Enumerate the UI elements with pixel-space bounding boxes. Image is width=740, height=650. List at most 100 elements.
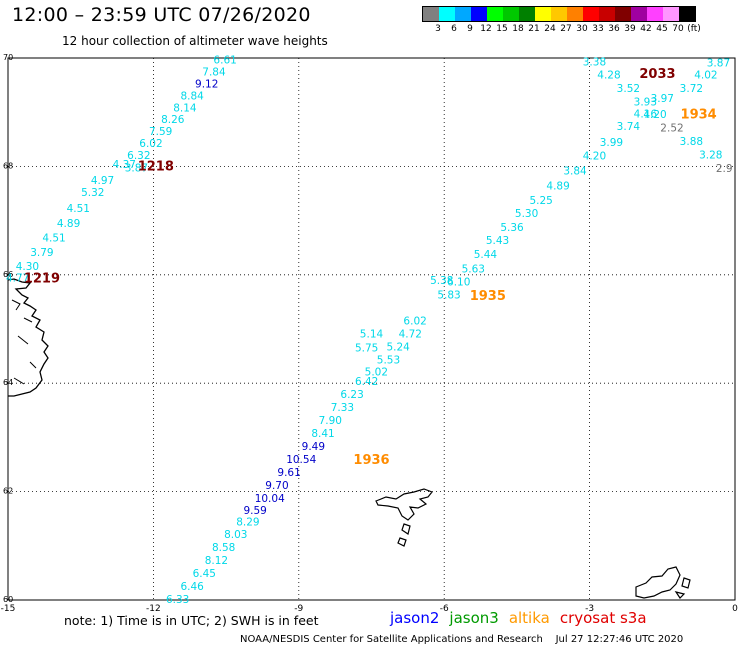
wave-height-value: 3.72 [680,83,703,95]
wave-height-value: 4.72 [399,328,422,340]
wave-height-value: 5.63 [462,263,485,275]
wave-height-value: 3.28 [699,149,722,161]
legend-swatch [647,7,663,21]
pass-time-label: 1935 [470,289,506,304]
legend-swatch [631,7,647,21]
credit-org: NOAA/NESDIS Center for Satellite Applica… [240,634,543,645]
page-title: 12:00 – 23:59 UTC 07/26/2020 [12,4,311,26]
legend-swatch [551,7,567,21]
legend-tick: 27 [560,24,572,34]
wave-height-value: 5.36 [500,222,524,234]
legend-swatch [663,7,679,21]
lon-tick-label: -6 [440,604,449,614]
wave-height-value: 9.59 [243,505,266,517]
wave-height-value: 5.43 [486,235,509,247]
legend-tick: 36 [608,24,620,34]
lat-tick-label: 66 [3,270,13,279]
pass-time-label: 1936 [353,453,389,468]
wave-height-value: 8.84 [180,90,204,102]
satellite-name: jason3 [449,609,499,627]
wave-height-value: 4.28 [597,69,620,81]
wave-height-value: 3.79 [30,247,53,259]
wave-height-value: 6.23 [340,389,363,401]
legend-swatch [679,7,695,21]
legend-swatch [567,7,583,21]
map-frame [7,57,736,601]
lat-tick-label: 60 [3,595,13,604]
legend-tick: 39 [624,24,636,34]
wave-height-value: 4.20 [583,151,606,163]
wave-height-value: 4.89 [546,180,569,192]
pass-time-label: 1934 [681,107,717,122]
lon-tick-label: 0 [732,604,738,614]
wave-height-value: 8.03 [224,529,247,541]
wave-height-value: 4.20 [643,109,666,121]
wave-height-value: 6.61 [213,55,236,67]
wave-height-value: 8.41 [311,428,334,440]
legend-tick: 18 [512,24,524,34]
lat-tick-label: 62 [3,487,13,496]
page-subtitle: 12 hour collection of altimeter wave hei… [62,34,328,48]
wave-height-value: 5.25 [529,195,552,207]
wave-height-value: 4.51 [67,203,90,215]
legend-tick: 12 [480,24,492,34]
legend-tick: 45 [656,24,668,34]
satellite-name: jason2 [390,609,440,627]
wave-height-value: 4.89 [57,218,80,230]
satellite-legend: jason2 jason3 altika cryosat s3a [390,609,657,627]
wave-height-value: 4.51 [42,232,65,244]
color-legend: 3 6 9 12 15 18 21 24 27 30 33 36 39 42 45 70 (ft) [422,6,701,36]
legend-swatch [535,7,551,21]
legend-swatch [599,7,615,21]
wave-height-value: 3.74 [617,121,641,133]
wave-height-value: 3.52 [617,83,640,95]
wave-height-value: 6.45 [193,568,216,580]
legend-tick: 42 [640,24,652,34]
wave-height-value: 6.33 [166,594,189,606]
wave-height-value: 5.44 [474,249,498,261]
wave-height-value: 4.16 [634,108,658,120]
wave-height-value: 5.14 [360,328,384,340]
wave-height-value: 4.02 [694,69,717,81]
pass-time-label: 1219 [24,272,60,287]
wave-height-value: 8.14 [173,102,197,114]
wave-height-value: 5.24 [386,341,410,353]
wave-height-value: 5.38 [430,275,453,287]
wave-height-value: 6.46 [180,581,204,593]
legend-swatch [503,7,519,21]
legend-swatch [615,7,631,21]
wave-height-value: 7.33 [331,402,354,414]
satellite-name: altika [508,609,550,627]
legend-swatch [519,7,535,21]
lat-tick-label: 64 [3,378,13,387]
wave-height-value: 5.53 [377,354,400,366]
wave-height-value: 3.88 [680,136,703,148]
wave-height-value: 10.04 [255,493,285,505]
shetland-islands [635,566,691,599]
pass-time-label: 2033 [639,67,675,82]
iceland-fjords [11,299,37,385]
wave-height-value: 9.49 [302,441,325,453]
iceland-coast [7,278,49,397]
legend-swatch [487,7,503,21]
legend-tick: 30 [576,24,588,34]
legend-swatch [455,7,471,21]
wave-height-value: 8.58 [212,542,235,554]
wave-height-value: 3.97 [651,93,674,105]
wave-height-value: 10.54 [286,454,316,466]
legend-swatch [471,7,487,21]
wave-height-value: 3.87 [707,57,730,69]
wave-height-value: 2.9 [716,163,733,175]
wave-height-value: 5.32 [81,187,104,199]
wave-height-value: 2.52 [660,122,683,134]
legend-tick: 33 [592,24,604,34]
wave-readings: 6.617.849.128.848.148.267.596.026.324.37… [6,55,733,606]
wave-height-value: 6.02 [139,138,162,150]
wave-height-value: 4.97 [91,175,114,187]
wave-height-value: 3.87 [125,162,148,174]
legend-tick: 21 [528,24,540,34]
wave-height-value: 3.93 [634,96,657,108]
legend-tick: 24 [544,24,556,34]
legend-swatch [423,7,439,21]
